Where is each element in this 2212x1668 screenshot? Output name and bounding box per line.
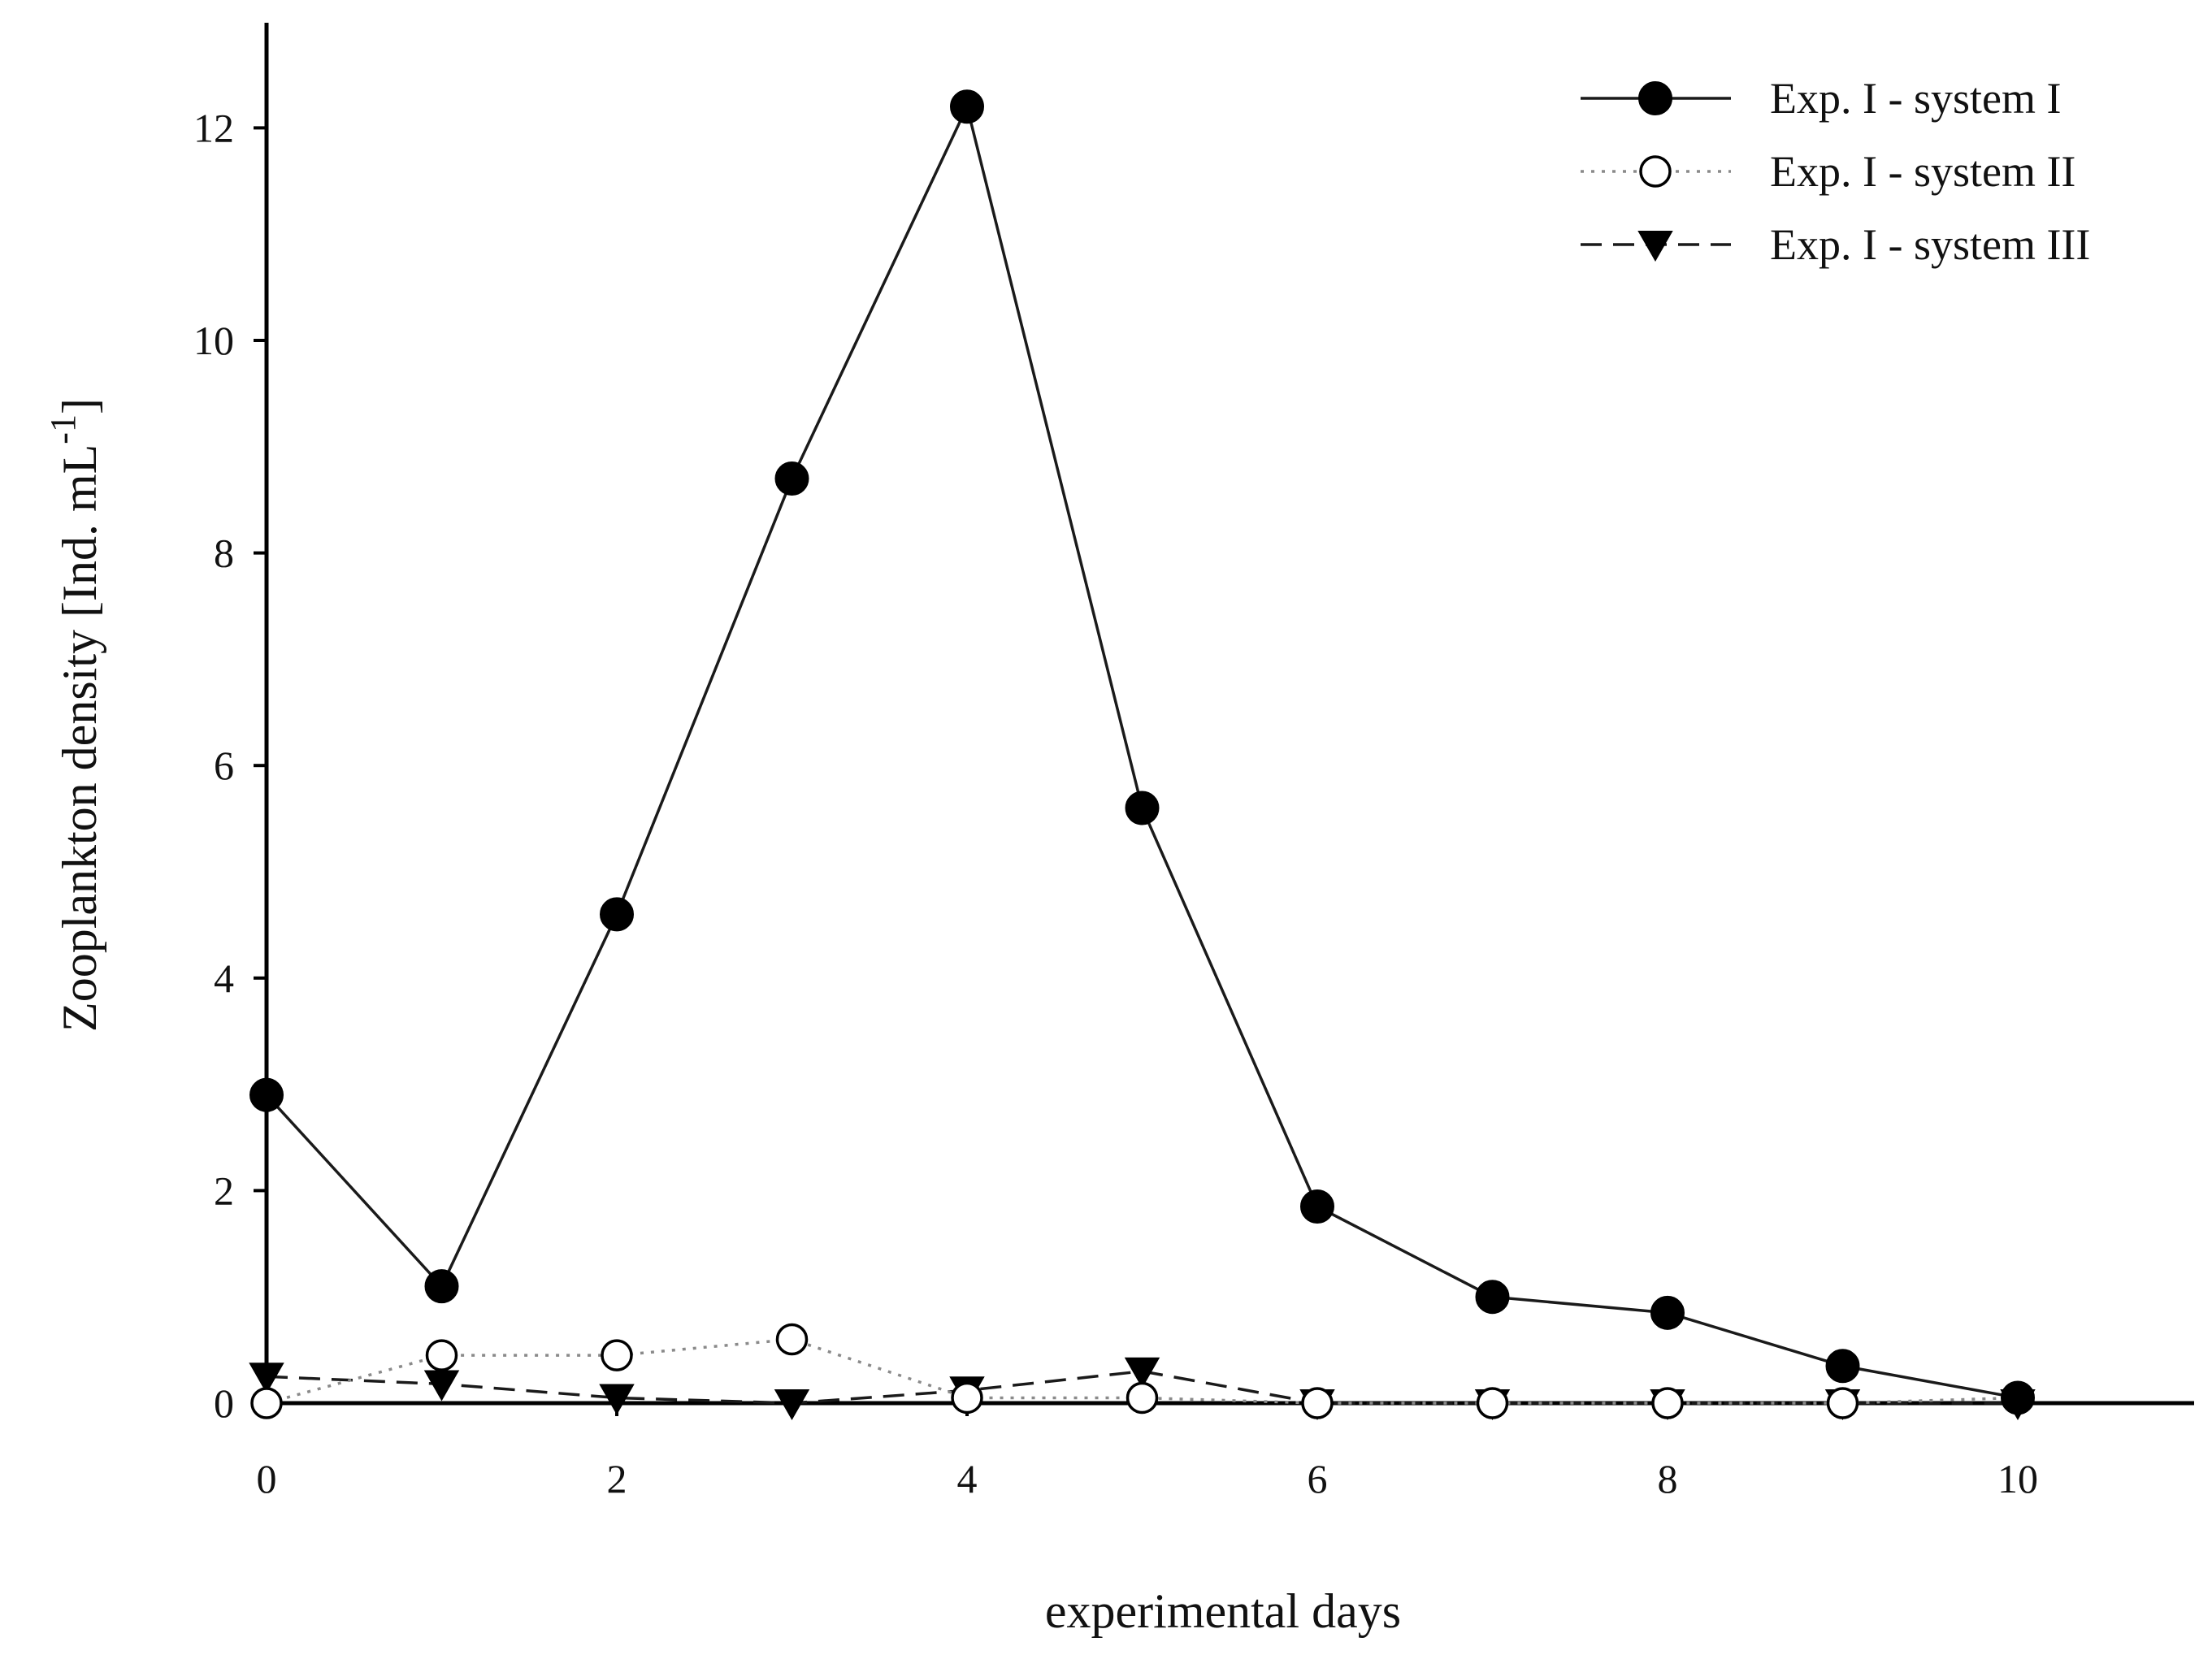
- y-tick-label: 12: [193, 105, 234, 150]
- data-point-series-3: [249, 1363, 284, 1394]
- x-tick-label: 8: [1658, 1456, 1678, 1501]
- data-point-series-2: [951, 1381, 983, 1415]
- x-tick-label: 4: [957, 1456, 978, 1501]
- series-line-1: [265, 102, 2019, 1400]
- y-tick-label: 4: [214, 955, 234, 1001]
- data-point-series-1: [424, 1269, 459, 1304]
- legend-marker-1: [1638, 81, 1672, 115]
- y-tick-label: 6: [214, 743, 234, 788]
- legend-label-2: Exp. I - system II: [1770, 147, 2075, 196]
- y-tick-label: 8: [214, 531, 234, 576]
- data-point-series-1: [1475, 1280, 1510, 1315]
- data-point-series-3: [599, 1384, 635, 1415]
- y-tick-label: 0: [214, 1380, 234, 1426]
- series-markers: [249, 89, 2036, 1421]
- x-tick-label: 0: [257, 1456, 277, 1501]
- data-point-series-1: [1300, 1189, 1334, 1224]
- y-ticks: 0 2 4 6 8 10 12: [193, 105, 267, 1426]
- legend-marker-2: [1639, 155, 1672, 188]
- y-axis-label-main: Zooplankton density [Ind. mL: [53, 444, 106, 1032]
- data-point-series-2: [1651, 1387, 1684, 1419]
- data-point-series-2: [1301, 1387, 1334, 1419]
- data-point-series-3: [423, 1370, 460, 1402]
- data-point-series-1: [774, 461, 809, 496]
- series-lines: [265, 102, 2019, 1405]
- data-point-series-1: [600, 897, 634, 932]
- series-line-2: [266, 1337, 2019, 1405]
- data-point-series-1: [249, 1077, 284, 1112]
- x-tick-label: 10: [1997, 1456, 2038, 1501]
- data-point-series-2: [1126, 1381, 1159, 1415]
- y-axis-label-superscript: -1: [43, 414, 83, 444]
- y-axis-label-close: ]: [53, 398, 106, 414]
- data-point-series-2: [775, 1323, 809, 1356]
- data-point-series-2: [1476, 1387, 1509, 1419]
- x-tick-label: 6: [1308, 1456, 1328, 1501]
- data-point-series-2: [601, 1339, 633, 1371]
- data-point-series-1: [1825, 1349, 1860, 1384]
- data-point-series-3: [774, 1389, 810, 1421]
- legend-marker-3: [1637, 231, 1673, 262]
- data-point-series-1: [2001, 1380, 2035, 1415]
- x-ticks: 0 2 4 6 8 10: [257, 1403, 2038, 1501]
- data-point-series-2: [250, 1387, 283, 1419]
- x-axis-label: experimental days: [1045, 1584, 1401, 1638]
- data-point-series-2: [425, 1339, 458, 1371]
- y-axis-label: Zooplankton density [Ind. mL-1]: [43, 398, 106, 1032]
- legend-label-3: Exp. I - system III: [1770, 220, 2090, 269]
- data-point-series-2: [1826, 1387, 1859, 1419]
- legend-label-1: Exp. I - system I: [1770, 74, 2061, 123]
- data-point-series-1: [950, 89, 984, 124]
- legend: Exp. I - system I Exp. I - system II Exp. …: [1581, 74, 2090, 269]
- y-tick-label: 2: [214, 1168, 234, 1213]
- data-point-series-1: [1125, 791, 1160, 825]
- data-point-series-1: [1650, 1295, 1685, 1330]
- data-point-series-3: [1124, 1357, 1160, 1389]
- x-tick-label: 2: [607, 1456, 627, 1501]
- y-tick-label: 10: [193, 318, 234, 363]
